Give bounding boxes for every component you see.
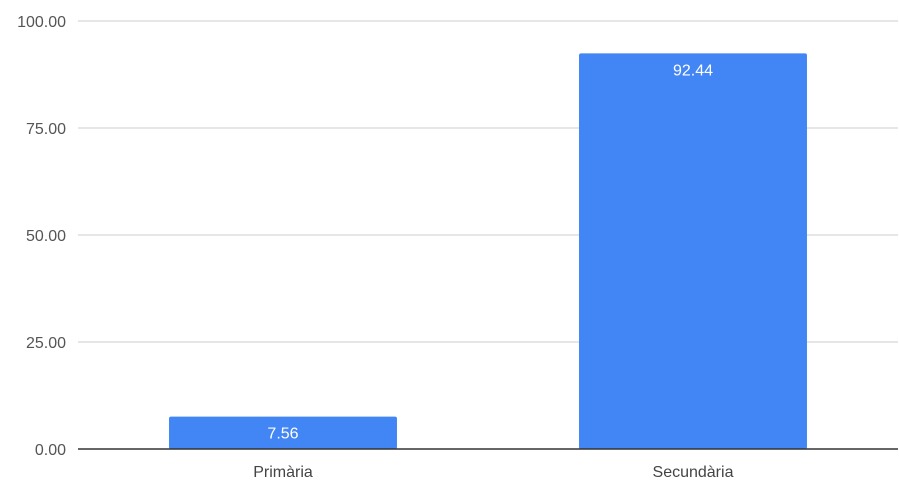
bars: 7.56 92.44 (169, 53, 807, 449)
bar-0 (169, 416, 397, 449)
y-tick-label: 0.00 (35, 442, 66, 459)
bar-1 (579, 53, 807, 449)
bar-data-label: 92.44 (673, 62, 713, 79)
y-tick-label: 75.00 (26, 121, 66, 138)
x-axis-categories: Primària Secundària (253, 464, 733, 480)
y-axis-ticks: 0.00 25.00 50.00 75.00 100.00 (17, 14, 66, 459)
y-tick-label: 25.00 (26, 335, 66, 352)
x-category-label: Secundària (653, 464, 734, 480)
bar-data-label: 7.56 (267, 426, 298, 443)
y-tick-label: 50.00 (26, 228, 66, 245)
y-tick-label: 100.00 (17, 14, 66, 31)
x-category-label: Primària (253, 464, 313, 480)
